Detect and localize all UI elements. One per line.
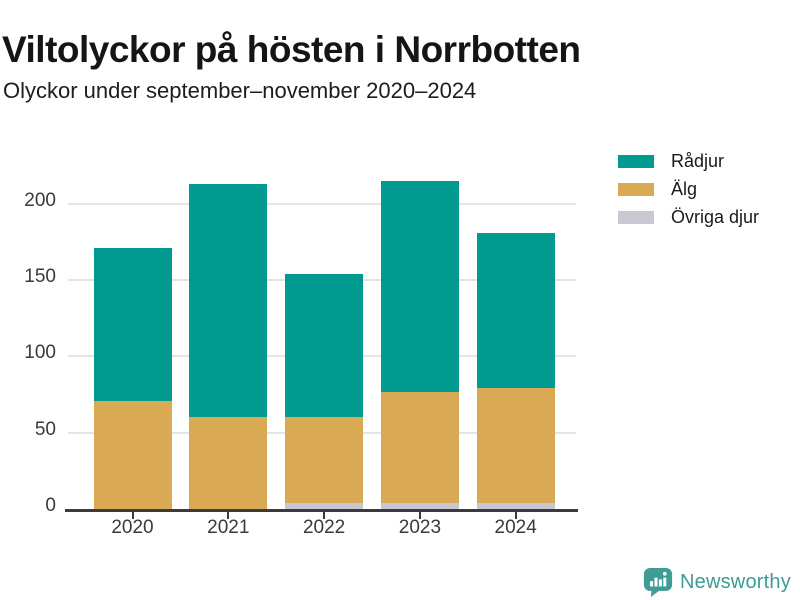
x-axis-tick [514, 512, 517, 519]
legend-item-älg: Älg [618, 175, 759, 203]
legend-item-rådjur: Rådjur [618, 147, 759, 175]
bar-2024 [476, 232, 555, 509]
y-axis-tick-label: 100 [24, 342, 56, 364]
x-axis-label: 2021 [207, 517, 250, 538]
legend-swatch-älg [618, 182, 654, 196]
bar-2023 [380, 180, 459, 509]
bar-segment-älg [285, 417, 364, 503]
legend-swatch-rådjur [618, 154, 654, 168]
y-axis-tick-label: 50 [34, 418, 56, 440]
y-axis: 0 50 100 150 200 [0, 168, 56, 516]
bar-2021 [189, 183, 268, 509]
x-axis-label: 2022 [302, 517, 346, 538]
bar-segment-älg [93, 400, 172, 509]
y-axis-tick-label: 150 [24, 266, 56, 288]
bar-segment-övriga-djur [476, 502, 555, 509]
chart-subtitle: Olyckor under september–november 2020–20… [3, 78, 477, 103]
newsworthy-wordmark: Newsworthy [680, 571, 791, 593]
bar-segment-rådjur [476, 232, 555, 389]
x-axis-tick [418, 512, 421, 519]
bar-segment-övriga-djur [380, 502, 459, 509]
bar-segment-rådjur [380, 180, 459, 392]
plot-area [65, 168, 578, 519]
x-axis-tick [131, 512, 134, 519]
bar-segment-älg [189, 417, 268, 509]
newsworthy-icon [643, 567, 673, 598]
bar-2020 [93, 248, 172, 509]
bar-segment-övriga-djur [285, 502, 364, 509]
legend-label: Rådjur [671, 150, 725, 171]
gridline-200 [68, 202, 576, 205]
chart-title: Viltolyckor på hösten i Norrbotten [2, 28, 581, 70]
legend-swatch-övriga-djur [618, 210, 654, 224]
bar-segment-rådjur [285, 274, 364, 418]
bar-segment-rådjur [189, 183, 268, 418]
chart-legend: Rådjur Älg Övriga djur [618, 147, 759, 231]
x-axis-tick [323, 512, 326, 519]
bar-segment-älg [476, 388, 555, 503]
legend-item-övriga-djur: Övriga djur [618, 203, 759, 231]
bar-segment-rådjur [93, 248, 172, 401]
x-axis-label: 2020 [111, 517, 154, 538]
y-axis-tick-label: 0 [45, 495, 56, 516]
x-axis-label: 2024 [494, 517, 537, 538]
y-axis-tick-label: 200 [24, 189, 56, 211]
x-axis-label: 2023 [398, 517, 442, 538]
newsworthy-logo: Newsworthy [643, 567, 791, 598]
x-axis-tick [227, 512, 230, 519]
legend-label: Övriga djur [671, 206, 760, 227]
legend-label: Älg [671, 178, 698, 199]
bar-2022 [285, 274, 364, 509]
bar-segment-älg [380, 391, 459, 503]
